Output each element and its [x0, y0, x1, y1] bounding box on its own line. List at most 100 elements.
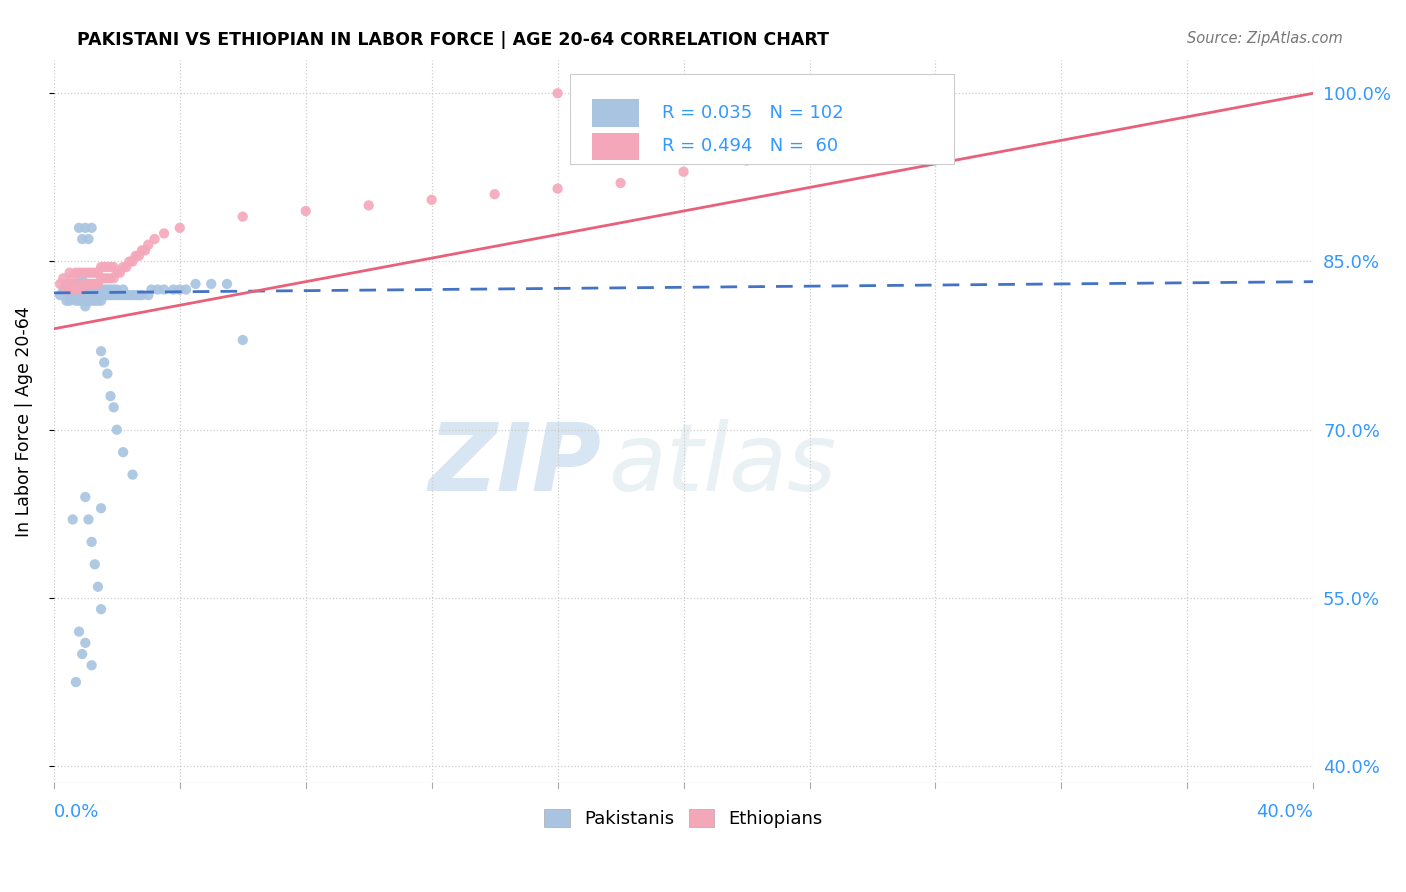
Point	[105, 283, 128, 297]
Point	[121, 467, 143, 482]
Point	[169, 220, 191, 235]
Point	[58, 277, 80, 291]
Point	[118, 288, 141, 302]
Point	[67, 288, 90, 302]
Point	[62, 512, 84, 526]
Point	[96, 260, 118, 274]
Point	[90, 344, 112, 359]
Point	[100, 260, 122, 274]
Point	[80, 658, 103, 673]
Point	[169, 283, 191, 297]
Point	[90, 293, 112, 308]
Point	[112, 260, 135, 274]
Point	[103, 401, 125, 415]
Text: R = 0.035   N = 102: R = 0.035 N = 102	[662, 104, 844, 122]
Point	[153, 227, 176, 241]
Text: atlas: atlas	[607, 419, 837, 510]
Point	[105, 423, 128, 437]
Point	[65, 277, 87, 291]
Point	[143, 232, 166, 246]
Point	[67, 220, 90, 235]
Point	[121, 254, 143, 268]
Point	[184, 277, 207, 291]
Point	[62, 277, 84, 291]
Point	[100, 271, 122, 285]
Point	[87, 580, 110, 594]
Point	[103, 271, 125, 285]
Point	[87, 277, 110, 291]
Point	[96, 367, 118, 381]
Point	[90, 271, 112, 285]
Point	[90, 288, 112, 302]
Point	[77, 277, 100, 291]
Point	[115, 260, 138, 274]
Point	[70, 647, 93, 661]
Point	[93, 355, 115, 369]
Point	[96, 283, 118, 297]
Point	[80, 288, 103, 302]
Point	[103, 288, 125, 302]
Point	[141, 283, 163, 297]
Point	[547, 87, 569, 101]
Point	[232, 333, 254, 347]
Point	[65, 283, 87, 297]
Point	[75, 293, 97, 308]
Point	[65, 266, 87, 280]
Point	[77, 512, 100, 526]
Point	[93, 283, 115, 297]
Bar	[592, 99, 640, 127]
Point	[62, 283, 84, 297]
Point	[105, 266, 128, 280]
Point	[87, 283, 110, 297]
Point	[75, 299, 97, 313]
Point	[65, 675, 87, 690]
Point	[128, 249, 150, 263]
Point	[357, 198, 380, 212]
Point	[77, 288, 100, 302]
Text: ZIP: ZIP	[429, 418, 602, 511]
Point	[93, 271, 115, 285]
Point	[735, 153, 758, 168]
Point	[90, 602, 112, 616]
Point	[75, 288, 97, 302]
Point	[70, 283, 93, 297]
Point	[112, 445, 135, 459]
Point	[112, 283, 135, 297]
Point	[83, 293, 105, 308]
Point	[80, 535, 103, 549]
Point	[67, 277, 90, 291]
Point	[77, 283, 100, 297]
Point	[75, 636, 97, 650]
Point	[49, 277, 72, 291]
Point	[55, 283, 77, 297]
Point	[65, 283, 87, 297]
Point	[80, 277, 103, 291]
Point	[200, 277, 222, 291]
Point	[484, 187, 506, 202]
Point	[80, 220, 103, 235]
Point	[121, 288, 143, 302]
Point	[70, 277, 93, 291]
Point	[90, 260, 112, 274]
Point	[80, 283, 103, 297]
Point	[62, 288, 84, 302]
Point	[75, 277, 97, 291]
Point	[96, 271, 118, 285]
Point	[90, 501, 112, 516]
Point	[58, 277, 80, 291]
Point	[609, 176, 631, 190]
Point	[65, 288, 87, 302]
Point	[67, 283, 90, 297]
Point	[55, 277, 77, 291]
Point	[83, 277, 105, 291]
Point	[52, 271, 75, 285]
Point	[83, 266, 105, 280]
Point	[70, 288, 93, 302]
Point	[83, 277, 105, 291]
Point	[83, 558, 105, 572]
Point	[294, 204, 316, 219]
Point	[70, 283, 93, 297]
Point	[215, 277, 238, 291]
Point	[77, 266, 100, 280]
Point	[153, 283, 176, 297]
